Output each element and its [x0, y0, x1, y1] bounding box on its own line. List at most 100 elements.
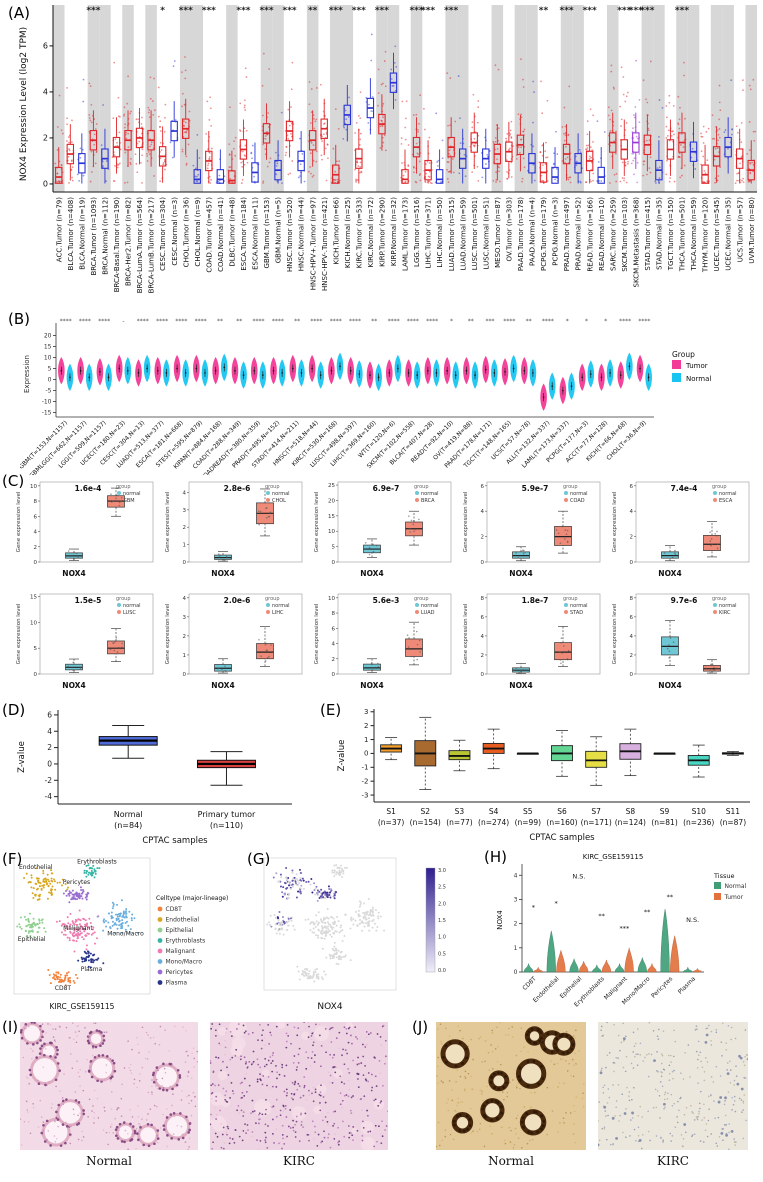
svg-text:**: ** — [526, 318, 532, 325]
svg-text:****: **** — [79, 318, 91, 325]
svg-text:2: 2 — [514, 921, 518, 928]
panel-c-subplot-LUAD: 0 2 4 6 8 10 Gene expression level NOX4 5.6e-3 gr… — [314, 593, 452, 690]
box — [405, 638, 423, 657]
svg-text:NOX4: NOX4 — [211, 681, 234, 690]
svg-text:***: *** — [409, 6, 423, 16]
ihc-kirc-caption: KIRC — [657, 1154, 689, 1168]
he-image-kirc — [210, 1022, 388, 1150]
svg-text:HNSC-HPV+.Tumor (n=97): HNSC-HPV+.Tumor (n=97) — [309, 197, 317, 291]
svg-text:(n=87): (n=87) — [720, 818, 747, 827]
svg-text:BRCA: BRCA — [421, 498, 435, 504]
svg-text:1.5e-5: 1.5e-5 — [75, 596, 102, 605]
svg-text:*: * — [450, 318, 453, 325]
violin — [556, 950, 566, 973]
svg-text:normal: normal — [719, 603, 737, 609]
svg-text:4: 4 — [183, 596, 187, 602]
svg-text:2: 2 — [47, 743, 52, 752]
svg-text:4: 4 — [481, 509, 485, 515]
svg-text:KIRC: KIRC — [719, 610, 731, 616]
svg-text:CD8T: CD8T — [166, 906, 183, 913]
svg-text:**: ** — [217, 318, 223, 325]
svg-text:group: group — [265, 596, 280, 602]
svg-text:6.9e-7: 6.9e-7 — [373, 484, 400, 493]
svg-text:15: 15 — [328, 514, 335, 520]
violin — [579, 961, 589, 973]
svg-text:6: 6 — [630, 484, 634, 490]
svg-text:Pericytes: Pericytes — [63, 879, 90, 886]
svg-text:LIHC: LIHC — [272, 610, 284, 616]
svg-text:3.0: 3.0 — [438, 868, 446, 874]
box — [551, 166, 559, 184]
svg-text:NOX4: NOX4 — [509, 569, 532, 578]
box — [554, 642, 572, 661]
svg-text:0: 0 — [183, 672, 187, 678]
svg-text:DLBC.Tumor (n=48): DLBC.Tumor (n=48) — [228, 197, 236, 267]
svg-text:NOX4: NOX4 — [211, 569, 234, 578]
box — [435, 169, 444, 184]
svg-text:6: 6 — [481, 484, 485, 490]
svg-text:-3: -3 — [362, 791, 369, 799]
svg-text:Expression: Expression — [23, 355, 31, 393]
svg-text:*: * — [555, 899, 559, 907]
svg-text:normal: normal — [570, 491, 588, 497]
svg-text:NOX4: NOX4 — [62, 569, 85, 578]
svg-text:****: **** — [195, 318, 207, 325]
box — [256, 643, 274, 660]
svg-text:Malignant: Malignant — [63, 925, 93, 932]
svg-text:0: 0 — [47, 759, 52, 768]
svg-text:normal: normal — [123, 603, 141, 609]
svg-text:2: 2 — [183, 634, 187, 640]
svg-text:Pericytes: Pericytes — [650, 975, 674, 999]
svg-text:4: 4 — [514, 872, 518, 879]
svg-text:1.0: 1.0 — [438, 935, 446, 941]
svg-text:ESCA.Normal (n=11): ESCA.Normal (n=11) — [252, 197, 260, 270]
svg-text:Gene expression level: Gene expression level — [314, 491, 320, 552]
svg-text:3: 3 — [514, 896, 518, 903]
svg-text:4: 4 — [332, 642, 336, 648]
box — [585, 750, 608, 768]
svg-text:N.S.: N.S. — [686, 916, 699, 924]
svg-text:Malignant: Malignant — [166, 948, 196, 955]
svg-text:READ.Normal (n=10): READ.Normal (n=10) — [598, 197, 606, 271]
he-normal-caption: Normal — [86, 1154, 132, 1168]
svg-text:LUAD: LUAD — [421, 610, 435, 616]
svg-text:5.6e-3: 5.6e-3 — [373, 596, 400, 605]
svg-text:0: 0 — [481, 672, 485, 678]
svg-text:COAD.Normal (n=41): COAD.Normal (n=41) — [217, 197, 225, 272]
violin — [670, 935, 680, 973]
svg-text:****: **** — [619, 318, 631, 325]
svg-text:LIHC.Normal (n=50): LIHC.Normal (n=50) — [436, 197, 444, 268]
svg-text:OV.Tumor (n=303): OV.Tumor (n=303) — [505, 197, 513, 262]
box — [262, 123, 271, 144]
svg-text:KIRP.Normal (n=32): KIRP.Normal (n=32) — [390, 197, 398, 266]
svg-text:Gene expression level: Gene expression level — [314, 603, 320, 664]
svg-text:**: ** — [598, 912, 605, 920]
svg-text:****: **** — [60, 318, 72, 325]
svg-text:***: *** — [236, 6, 250, 16]
svg-text:8: 8 — [34, 499, 38, 505]
svg-text:(n=99): (n=99) — [515, 818, 542, 827]
svg-text:*: * — [532, 904, 536, 912]
svg-text:9.7e-6: 9.7e-6 — [671, 596, 698, 605]
svg-text:BRCA-Basal.Tumor (n=190): BRCA-Basal.Tumor (n=190) — [113, 197, 121, 293]
svg-text:1: 1 — [514, 945, 518, 952]
panel-c-subplot-COAD: 0 2 4 6 Gene expression level NOX4 5.9e-7 group… — [463, 481, 601, 578]
svg-text:ACC.Tumor (n=79): ACC.Tumor (n=79) — [55, 197, 63, 262]
svg-text:5: 5 — [34, 646, 38, 652]
panel-letter-c: (C) — [2, 472, 25, 490]
svg-text:HNSC-HPV-.Tumor (n=421): HNSC-HPV-.Tumor (n=421) — [321, 197, 329, 291]
svg-text:*: * — [585, 318, 588, 325]
svg-text:**: ** — [539, 6, 549, 16]
svg-text:KIRC_GSE159115: KIRC_GSE159115 — [50, 1002, 115, 1011]
panel-letter-e: (E) — [320, 701, 342, 719]
svg-text:0.5: 0.5 — [438, 951, 446, 957]
svg-text:group: group — [414, 596, 429, 602]
svg-text:***: *** — [283, 6, 297, 16]
svg-text:COAD: COAD — [570, 498, 585, 504]
svg-text:10: 10 — [44, 354, 52, 361]
svg-text:group: group — [265, 484, 280, 490]
panel-c-subplot-STAD: 0 2 4 6 8 Gene expression level NOX4 1.8e-7 grou… — [463, 593, 601, 690]
svg-text:2: 2 — [630, 653, 634, 659]
he-kirc-caption: KIRC — [283, 1154, 315, 1168]
